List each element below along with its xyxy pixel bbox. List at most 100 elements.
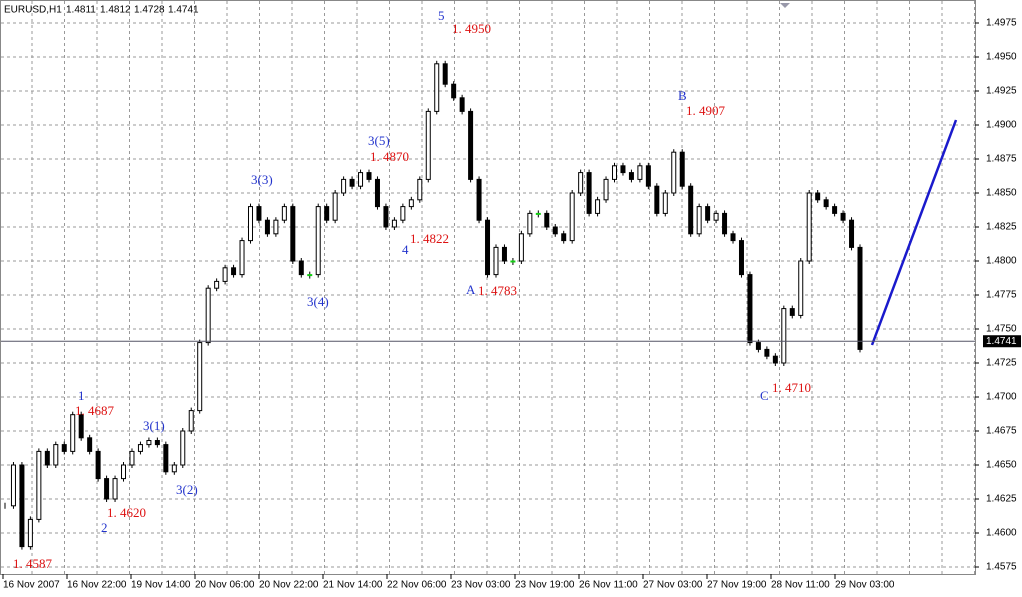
wave-annotation: 1. 4710 xyxy=(772,380,811,395)
candle xyxy=(146,440,152,446)
x-tick-label: 27 Nov 03:00 xyxy=(643,580,703,591)
wave-annotation: A xyxy=(466,282,476,297)
candle xyxy=(755,342,761,350)
candle xyxy=(104,478,110,500)
candle xyxy=(493,246,499,276)
wave-annotation: 1. 4620 xyxy=(107,505,146,520)
candle xyxy=(468,110,474,180)
candle xyxy=(671,151,677,194)
candle xyxy=(247,206,253,242)
candle xyxy=(586,172,592,214)
x-tick-label: 16 Nov 22:00 xyxy=(67,580,127,591)
candle xyxy=(27,518,33,548)
candle xyxy=(281,206,287,221)
candle xyxy=(535,212,541,215)
ohlc-value: 1.4728 xyxy=(134,5,165,16)
candle xyxy=(722,212,728,235)
x-tick-label: 27 Nov 19:00 xyxy=(707,580,767,591)
wave-annotation: 4 xyxy=(402,242,409,257)
candle xyxy=(459,97,465,112)
y-tick-label: 1.4650 xyxy=(986,460,1017,471)
wave-annotation: B xyxy=(678,88,687,103)
wave-annotation: 3(5) xyxy=(368,133,390,148)
ohlc-value: 1.4812 xyxy=(100,5,131,16)
candle xyxy=(815,192,821,201)
candle xyxy=(307,274,313,277)
y-tick-label: 1.4600 xyxy=(986,528,1017,539)
wave-annotation: 3(4) xyxy=(307,294,329,309)
candle xyxy=(366,172,372,180)
candle xyxy=(772,355,778,364)
candle xyxy=(239,240,245,276)
candle xyxy=(434,63,440,112)
wave-annotation: 3(3) xyxy=(251,172,273,187)
candle xyxy=(705,206,711,221)
y-tick-label: 1.4925 xyxy=(986,86,1017,97)
wave-annotation: 1 xyxy=(78,388,85,403)
candle xyxy=(349,178,355,187)
candle xyxy=(19,464,25,548)
x-tick-label: 22 Nov 06:00 xyxy=(387,580,447,591)
candle xyxy=(806,192,812,262)
x-tick-label: 29 Nov 03:00 xyxy=(835,580,895,591)
wave-annotation: 1. 4950 xyxy=(452,21,491,36)
candle xyxy=(70,414,76,452)
x-tick-label: 26 Nov 11:00 xyxy=(579,580,638,591)
candle xyxy=(620,165,626,174)
wave-annotation: 1. 4907 xyxy=(686,103,726,118)
candle xyxy=(688,185,694,235)
y-tick-label: 1.4775 xyxy=(986,290,1017,301)
y-tick-label: 1.4700 xyxy=(986,392,1017,403)
candle xyxy=(612,165,618,180)
candle xyxy=(61,444,67,452)
candle xyxy=(358,172,364,187)
candle xyxy=(188,410,194,432)
candle xyxy=(36,450,42,520)
y-tick-label: 1.4850 xyxy=(986,188,1017,199)
candle xyxy=(298,260,304,276)
x-tick-label: 19 Nov 14:00 xyxy=(131,580,191,591)
candle xyxy=(290,206,296,262)
candle xyxy=(408,199,414,208)
wave-annotation: 3(2) xyxy=(176,482,198,497)
candle xyxy=(713,212,719,221)
x-tick-label: 20 Nov 22:00 xyxy=(259,580,319,591)
wave-annotation: 2 xyxy=(101,520,108,535)
y-tick-label: 1.4875 xyxy=(986,154,1017,165)
candle xyxy=(561,233,567,242)
x-tick-label: 21 Nov 14:00 xyxy=(323,580,383,591)
candle xyxy=(578,172,584,194)
candle xyxy=(544,212,550,228)
candle xyxy=(569,192,575,242)
y-tick-label: 1.4625 xyxy=(986,494,1017,505)
candle xyxy=(679,151,685,187)
candle xyxy=(78,414,84,439)
candle xyxy=(383,206,389,228)
candle xyxy=(628,172,634,180)
wave-annotation: 5 xyxy=(438,8,445,23)
wave-annotation: 1. 4870 xyxy=(370,149,409,164)
current-price-label: 1.4741 xyxy=(986,336,1017,347)
wave-annotation: 1. 4822 xyxy=(410,231,449,246)
candle xyxy=(645,165,651,187)
candle xyxy=(603,178,609,201)
candle xyxy=(95,450,101,480)
candle xyxy=(510,260,516,263)
x-tick-label: 23 Nov 19:00 xyxy=(515,580,575,591)
candle xyxy=(654,185,660,214)
candle xyxy=(527,212,533,235)
candle xyxy=(789,308,795,316)
y-tick-label: 1.4575 xyxy=(986,562,1017,573)
wave-annotation: 3(1) xyxy=(143,418,165,433)
candle xyxy=(857,246,863,350)
candle xyxy=(637,165,643,180)
y-tick-label: 1.4800 xyxy=(986,256,1017,267)
y-tick-label: 1.4950 xyxy=(986,52,1017,63)
y-tick-label: 1.4750 xyxy=(986,324,1017,335)
y-tick-label: 1.4675 xyxy=(986,426,1017,437)
candle xyxy=(374,178,380,208)
candle xyxy=(417,178,423,201)
candle xyxy=(197,342,203,412)
candle xyxy=(10,464,16,507)
